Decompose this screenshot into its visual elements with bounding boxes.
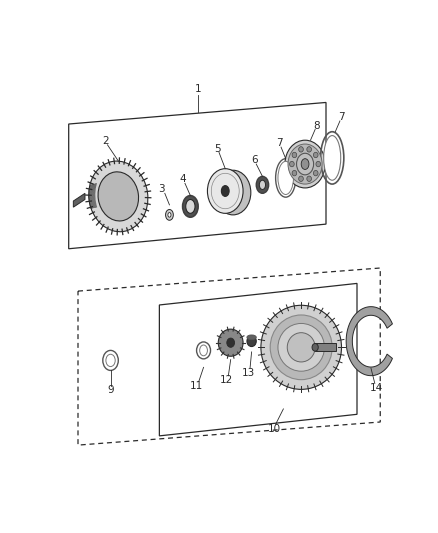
Ellipse shape [215,170,251,215]
Ellipse shape [290,161,294,167]
Ellipse shape [270,315,332,379]
Text: 1: 1 [195,84,201,94]
Text: 8: 8 [313,120,320,131]
Ellipse shape [288,144,322,184]
Ellipse shape [200,345,208,356]
Ellipse shape [89,161,148,232]
Ellipse shape [299,147,304,152]
Ellipse shape [221,185,229,196]
Text: 7: 7 [276,138,283,148]
Polygon shape [346,306,392,376]
Text: 13: 13 [242,368,255,378]
Ellipse shape [106,354,115,367]
Ellipse shape [247,335,256,340]
Ellipse shape [292,171,297,176]
Ellipse shape [98,172,138,221]
Ellipse shape [247,336,256,346]
Ellipse shape [307,147,311,152]
Ellipse shape [292,152,297,158]
Ellipse shape [301,159,309,169]
Ellipse shape [307,176,311,181]
Text: 12: 12 [220,375,233,385]
Text: 3: 3 [159,184,165,195]
Ellipse shape [316,161,321,167]
Text: 2: 2 [102,136,109,146]
Ellipse shape [312,343,318,351]
Ellipse shape [324,135,341,180]
Text: 6: 6 [251,155,258,165]
Polygon shape [73,193,85,207]
Ellipse shape [168,213,171,217]
Ellipse shape [261,305,342,390]
Ellipse shape [256,176,268,193]
Ellipse shape [227,338,235,348]
Polygon shape [315,343,336,351]
Ellipse shape [278,161,293,195]
Ellipse shape [208,168,243,213]
Ellipse shape [287,333,315,362]
Text: 11: 11 [190,381,203,391]
Ellipse shape [314,171,318,176]
Text: 10: 10 [268,424,281,434]
Ellipse shape [259,180,265,189]
Text: 4: 4 [179,174,186,184]
Text: 5: 5 [214,144,221,154]
Text: 9: 9 [107,385,114,395]
Ellipse shape [183,196,198,217]
Ellipse shape [278,324,325,371]
Text: 14: 14 [370,383,383,393]
Ellipse shape [166,209,173,220]
Ellipse shape [299,176,304,181]
Ellipse shape [297,154,314,175]
Text: 7: 7 [338,112,345,122]
Ellipse shape [218,329,243,356]
Ellipse shape [314,152,318,158]
Ellipse shape [285,140,325,188]
Ellipse shape [186,199,195,213]
